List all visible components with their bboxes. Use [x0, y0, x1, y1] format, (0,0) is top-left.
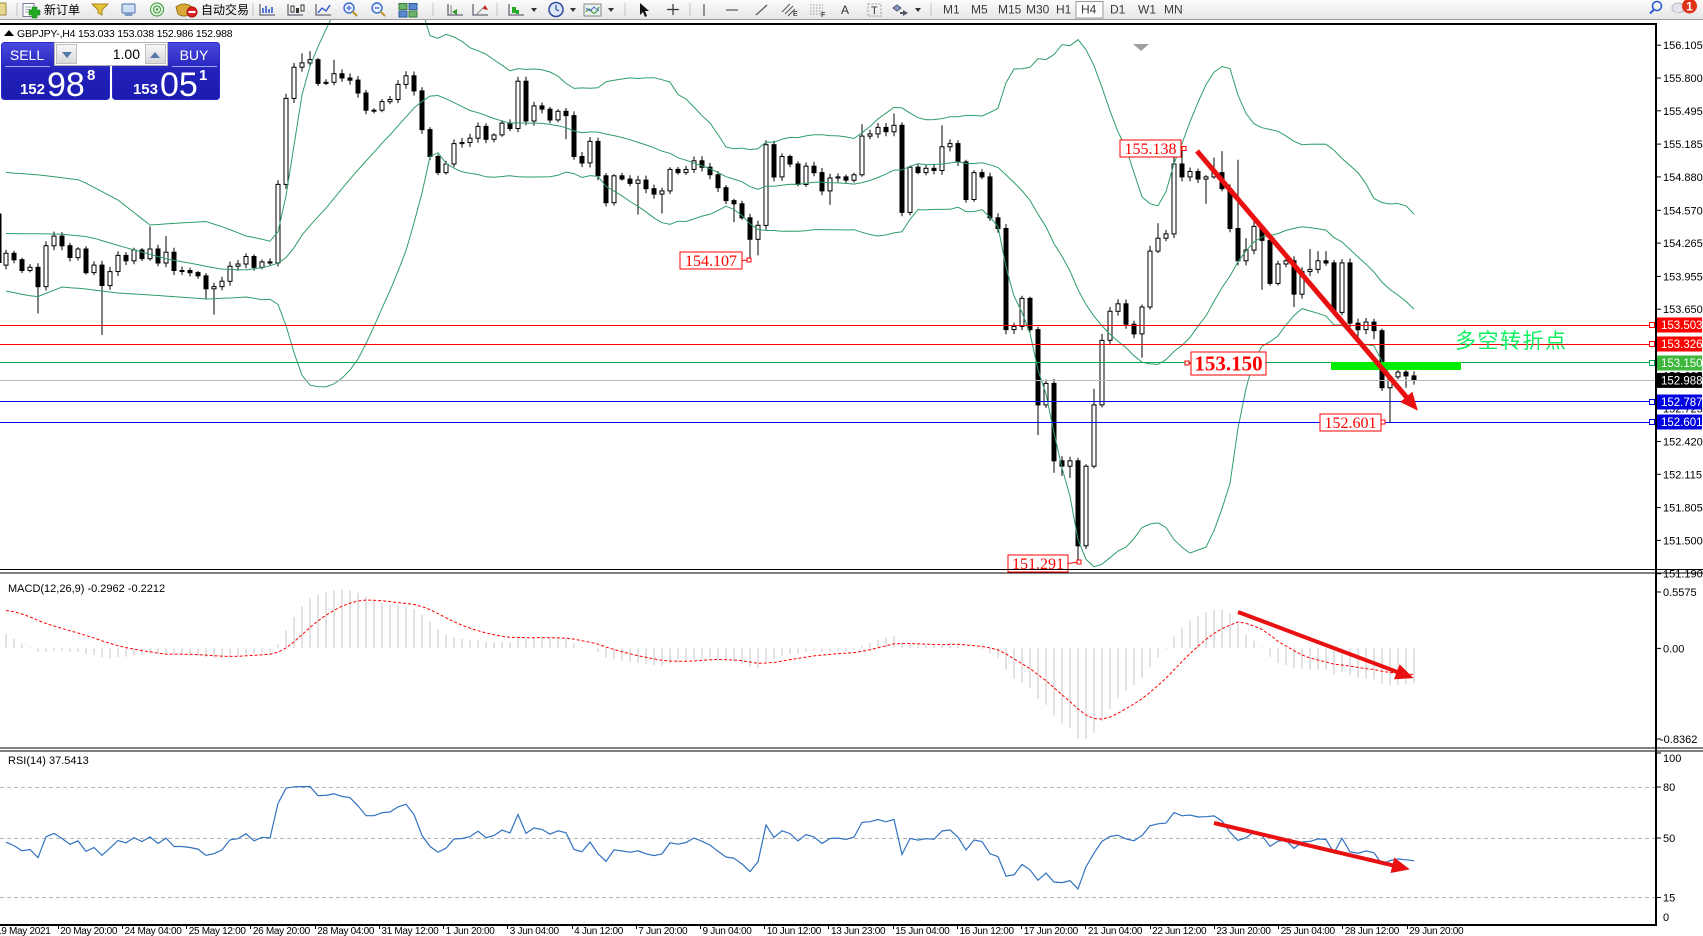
svg-text:9 Jun 04:00: 9 Jun 04:00 — [703, 926, 753, 936]
svg-text:3 Jun 04:00: 3 Jun 04:00 — [510, 926, 560, 936]
svg-text:153.326: 153.326 — [1661, 339, 1703, 351]
svg-text:50: 50 — [1663, 833, 1675, 845]
svg-text:4 Jun 12:00: 4 Jun 12:00 — [574, 926, 624, 936]
svg-text:新订单: 新订单 — [44, 2, 80, 17]
svg-text:M30: M30 — [1026, 3, 1050, 17]
svg-text:155.800: 155.800 — [1663, 73, 1703, 85]
svg-text:7 Jun 20:00: 7 Jun 20:00 — [638, 926, 688, 936]
svg-text:1: 1 — [1686, 0, 1693, 14]
svg-text:RSI(14) 37.5413: RSI(14) 37.5413 — [8, 755, 89, 767]
svg-text:31 May 12:00: 31 May 12:00 — [381, 926, 439, 936]
svg-text:15 Jun 04:00: 15 Jun 04:00 — [895, 926, 950, 936]
svg-text:05: 05 — [160, 66, 198, 104]
svg-text:0.5575: 0.5575 — [1663, 587, 1697, 599]
svg-text:152.601: 152.601 — [1325, 415, 1377, 432]
svg-text:153: 153 — [133, 81, 158, 98]
svg-text:F: F — [821, 12, 825, 19]
svg-text:17 Jun 20:00: 17 Jun 20:00 — [1024, 926, 1079, 936]
svg-text:152.115: 152.115 — [1663, 469, 1702, 481]
svg-text:152: 152 — [20, 81, 45, 98]
svg-text:155.138: 155.138 — [1125, 141, 1177, 158]
svg-text:-0.8362: -0.8362 — [1660, 734, 1697, 746]
svg-text:155.495: 155.495 — [1663, 106, 1703, 118]
svg-text:H1: H1 — [1056, 3, 1072, 17]
svg-text:16 Jun 12:00: 16 Jun 12:00 — [960, 926, 1015, 936]
svg-text:152.787: 152.787 — [1661, 397, 1703, 409]
svg-text:152.420: 152.420 — [1663, 437, 1703, 449]
svg-text:1.00: 1.00 — [113, 46, 140, 62]
svg-text:E: E — [793, 11, 798, 18]
svg-text:154.265: 154.265 — [1663, 238, 1703, 250]
svg-text:29 Jun 20:00: 29 Jun 20:00 — [1409, 926, 1464, 936]
svg-text:153.150: 153.150 — [1661, 358, 1703, 370]
svg-text:MN: MN — [1164, 3, 1183, 17]
svg-text:20 May 20:00: 20 May 20:00 — [60, 926, 118, 936]
svg-text:多空转折点: 多空转折点 — [1455, 330, 1568, 353]
svg-text:A: A — [841, 3, 849, 17]
svg-text:100: 100 — [1663, 753, 1681, 765]
svg-text:BUY: BUY — [180, 47, 209, 63]
svg-text:SELL: SELL — [10, 47, 44, 63]
svg-text:13 Jun 23:00: 13 Jun 23:00 — [831, 926, 886, 936]
svg-text:22 Jun 12:00: 22 Jun 12:00 — [1152, 926, 1207, 936]
svg-text:153.650: 153.650 — [1663, 304, 1703, 316]
svg-text:24 May 04:00: 24 May 04:00 — [125, 926, 183, 936]
svg-text:25 Jun 04:00: 25 Jun 04:00 — [1281, 926, 1336, 936]
svg-text:10 Jun 12:00: 10 Jun 12:00 — [767, 926, 822, 936]
svg-text:153.503: 153.503 — [1661, 320, 1703, 332]
svg-text:98: 98 — [47, 66, 85, 104]
svg-text:155.185: 155.185 — [1663, 139, 1703, 151]
svg-text:15: 15 — [1663, 893, 1675, 905]
svg-text:26 May 20:00: 26 May 20:00 — [253, 926, 311, 936]
svg-text:151.291: 151.291 — [1012, 556, 1064, 573]
svg-text:152.988: 152.988 — [1661, 375, 1703, 387]
svg-text:8: 8 — [87, 67, 95, 84]
svg-text:28 May 04:00: 28 May 04:00 — [317, 926, 375, 936]
svg-text:154.570: 154.570 — [1663, 205, 1703, 217]
svg-text:80: 80 — [1663, 782, 1675, 794]
svg-text:152.601: 152.601 — [1661, 417, 1703, 429]
svg-text:153.150: 153.150 — [1194, 351, 1262, 375]
svg-text:19 May 2021: 19 May 2021 — [0, 926, 51, 936]
svg-text:151.500: 151.500 — [1663, 535, 1703, 547]
svg-text:H4: H4 — [1081, 3, 1097, 17]
svg-text:25 May 12:00: 25 May 12:00 — [189, 926, 247, 936]
svg-text:151.190: 151.190 — [1663, 569, 1703, 581]
svg-text:156.105: 156.105 — [1663, 40, 1703, 52]
svg-text:28 Jun 12:00: 28 Jun 12:00 — [1345, 926, 1400, 936]
svg-text:T: T — [871, 5, 878, 17]
svg-text:GBPJPY-,H4 153.033 153.038 15: GBPJPY-,H4 153.033 153.038 152.986 152.9… — [17, 28, 233, 40]
svg-text:MACD(12,26,9) -0.2962 -0.2212: MACD(12,26,9) -0.2962 -0.2212 — [8, 583, 165, 595]
svg-text:154.880: 154.880 — [1663, 172, 1703, 184]
svg-text:D1: D1 — [1110, 3, 1126, 17]
svg-text:1 Jun 20:00: 1 Jun 20:00 — [446, 926, 496, 936]
svg-text:M1: M1 — [943, 3, 960, 17]
svg-text:M5: M5 — [971, 3, 988, 17]
svg-text:自动交易: 自动交易 — [201, 2, 249, 17]
svg-text:21 Jun 04:00: 21 Jun 04:00 — [1088, 926, 1143, 936]
svg-text:1: 1 — [199, 67, 207, 84]
svg-text:W1: W1 — [1138, 3, 1156, 17]
svg-text:0: 0 — [1663, 912, 1669, 924]
svg-text:0.00: 0.00 — [1663, 643, 1684, 655]
svg-text:23 Jun 20:00: 23 Jun 20:00 — [1216, 926, 1271, 936]
svg-text:151.805: 151.805 — [1663, 503, 1703, 515]
svg-text:154.107: 154.107 — [685, 253, 737, 270]
svg-text:M15: M15 — [998, 3, 1022, 17]
svg-text:153.955: 153.955 — [1663, 271, 1703, 283]
